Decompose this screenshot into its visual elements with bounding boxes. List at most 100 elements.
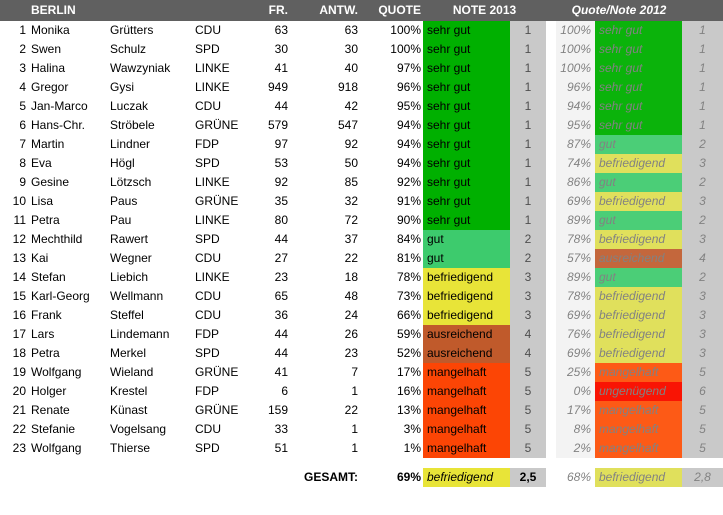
first-name: Renate: [31, 403, 70, 417]
table-header-row: BERLIN FR. ANTW. QUOTE NOTE 2013 Quote/N…: [0, 0, 723, 21]
row-number: 3: [19, 61, 26, 75]
quote-2013: 78%: [396, 270, 421, 284]
note-2013-grade: 1: [510, 21, 546, 40]
table-row: 12 Mechthild Rawert SPD 44 37 84% gut 2 …: [0, 230, 723, 249]
party: CDU: [195, 422, 221, 436]
gesamt-quote-2013: 69%: [396, 470, 421, 484]
note-2013-grade: 1: [510, 192, 546, 211]
party: LINKE: [195, 213, 230, 227]
questions-count: 27: [274, 251, 288, 265]
column-gap: [546, 249, 556, 268]
note-2012-label: befriedigend: [595, 306, 682, 325]
note-2013-label: sehr gut: [423, 40, 510, 59]
party: GRÜNE: [195, 403, 239, 417]
table-row: 20 Holger Krestel FDP 6 1 16% mangelhaft…: [0, 382, 723, 401]
note-2013-label: sehr gut: [423, 154, 510, 173]
gesamt-grade-2012: 2,8: [682, 468, 723, 487]
header-antw: ANTW.: [319, 3, 358, 17]
note-2012-grade: 2: [682, 173, 723, 192]
party: FDP: [195, 384, 219, 398]
note-2012-label: befriedigend: [595, 344, 682, 363]
row-number: 12: [12, 232, 26, 246]
column-gap: [546, 59, 556, 78]
note-2013-grade: 1: [510, 116, 546, 135]
answers-count: 22: [344, 403, 358, 417]
quote-2013: 13%: [396, 403, 421, 417]
party: GRÜNE: [195, 194, 239, 208]
quote-2013: 66%: [396, 308, 421, 322]
note-2012-grade: 1: [682, 21, 723, 40]
column-gap: [546, 382, 556, 401]
note-2012-grade: 5: [682, 420, 723, 439]
note-2012-grade: 1: [682, 78, 723, 97]
answers-count: 1: [351, 422, 358, 436]
answers-count: 50: [344, 156, 358, 170]
note-2013-label: sehr gut: [423, 135, 510, 154]
column-gap: [546, 78, 556, 97]
answers-count: 48: [344, 289, 358, 303]
column-gap: [546, 439, 556, 458]
header-gap2: [546, 0, 556, 21]
note-2012-label: mangelhaft: [595, 420, 682, 439]
quote-2013: 94%: [396, 137, 421, 151]
note-2013-label: sehr gut: [423, 192, 510, 211]
quote-2012: 94%: [556, 97, 595, 116]
table-row: 5 Jan-Marco Luczak CDU 44 42 95% sehr gu…: [0, 97, 723, 116]
last-name: Wieland: [110, 365, 154, 379]
first-name: Petra: [31, 346, 60, 360]
first-name: Monika: [31, 23, 70, 37]
note-2012-label: sehr gut: [595, 21, 682, 40]
row-number: 5: [19, 99, 26, 113]
note-2012-label: gut: [595, 268, 682, 287]
note-2013-label: mangelhaft: [423, 439, 510, 458]
party: SPD: [195, 346, 220, 360]
row-number: 20: [12, 384, 26, 398]
answers-count: 918: [337, 80, 358, 94]
note-2013-grade: 1: [510, 211, 546, 230]
quote-2012: 86%: [556, 173, 595, 192]
last-name: Krestel: [110, 384, 148, 398]
last-name: Luczak: [110, 99, 149, 113]
note-2012-label: mangelhaft: [595, 439, 682, 458]
note-2012-grade: 3: [682, 230, 723, 249]
answers-count: 24: [344, 308, 358, 322]
note-2012-grade: 5: [682, 439, 723, 458]
party: SPD: [195, 42, 220, 56]
answers-count: 30: [344, 42, 358, 56]
first-name: Stefan: [31, 270, 66, 284]
note-2013-label: mangelhaft: [423, 382, 510, 401]
quote-2012: 2%: [556, 439, 595, 458]
quote-2012: 78%: [556, 287, 595, 306]
questions-count: 36: [274, 308, 288, 322]
column-gap: [546, 135, 556, 154]
note-2012-grade: 2: [682, 268, 723, 287]
answers-count: 26: [344, 327, 358, 341]
row-number: 21: [12, 403, 26, 417]
note-2013-grade: 4: [510, 325, 546, 344]
table-row: 2 Swen Schulz SPD 30 30 100% sehr gut 1 …: [0, 40, 723, 59]
note-2013-label: sehr gut: [423, 21, 510, 40]
last-name: Ströbele: [110, 118, 155, 132]
first-name: Kai: [31, 251, 49, 265]
party: LINKE: [195, 270, 230, 284]
note-2012-grade: 1: [682, 40, 723, 59]
note-2012-label: ungenügend: [595, 382, 682, 401]
note-2013-label: sehr gut: [423, 59, 510, 78]
column-gap: [546, 97, 556, 116]
row-number: 10: [12, 194, 26, 208]
note-2013-label: mangelhaft: [423, 363, 510, 382]
first-name: Swen: [31, 42, 62, 56]
row-number: 8: [19, 156, 26, 170]
row-number: 2: [19, 42, 26, 56]
note-2012-label: befriedigend: [595, 154, 682, 173]
note-2012-grade: 5: [682, 401, 723, 420]
quote-2012: 69%: [556, 192, 595, 211]
quote-2012: 74%: [556, 154, 595, 173]
quote-2012: 69%: [556, 344, 595, 363]
quote-2012: 100%: [556, 59, 595, 78]
gesamt-gap: [546, 468, 556, 487]
header-gap3: [682, 0, 723, 21]
party: CDU: [195, 99, 221, 113]
note-2013-grade: 5: [510, 420, 546, 439]
column-gap: [546, 401, 556, 420]
